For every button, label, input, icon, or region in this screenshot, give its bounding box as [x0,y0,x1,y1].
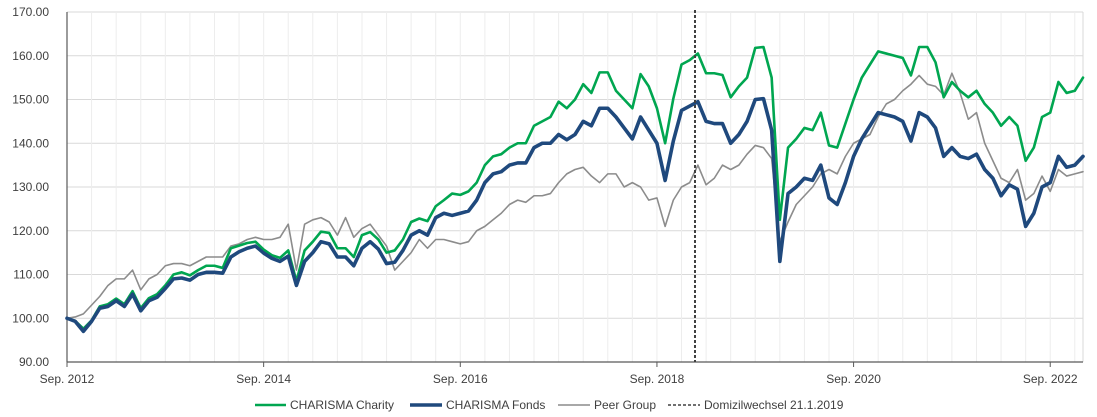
x-tick-label: Sep. 2022 [1023,372,1078,386]
legend-item-peer-group: Peer Group [558,398,656,412]
series-layer [65,45,1085,334]
legend-label-charity: CHARISMA Charity [290,398,394,412]
legend-item-domizilwechsel: Domizilwechsel 21.1.2019 [668,398,844,412]
legend-item-fonds: CHARISMA Fonds [410,398,545,412]
legend-label-peer-group: Peer Group [594,398,656,412]
x-tick-label: Sep. 2016 [433,372,488,386]
x-tick-label: Sep. 2014 [236,372,291,386]
axes: 90.00 100.00 110.00 120.00 130.00 140.00 150.0… [12,5,1083,386]
legend-label-domizilwechsel: Domizilwechsel 21.1.2019 [704,398,844,412]
legend-item-charity: CHARISMA Charity [255,398,394,412]
y-tick-label: 100.00 [12,311,49,325]
y-tick-label: 130.00 [12,180,49,194]
series-line-charisma-fonds [65,96,1085,334]
grid [66,11,1084,362]
legend: CHARISMA Charity CHARISMA Fonds Peer Gro… [255,398,844,412]
legend-label-fonds: CHARISMA Fonds [446,398,545,412]
y-tick-label: 150.00 [12,93,49,107]
y-tick-label: 140.00 [12,136,49,150]
series-line-peer-group [66,72,1084,320]
x-tick-label: Sep. 2018 [630,372,685,386]
y-tick-label: 90.00 [19,355,49,369]
y-tick-label: 110.00 [13,268,49,282]
y-tick-label: 160.00 [12,49,49,63]
y-tick-label: 120.00 [12,224,49,238]
x-tick-label: Sep. 2012 [40,372,95,386]
y-tick-label: 170.00 [12,5,49,19]
x-tick-label: Sep. 2020 [826,372,881,386]
series-line-charisma-charity [65,45,1085,331]
